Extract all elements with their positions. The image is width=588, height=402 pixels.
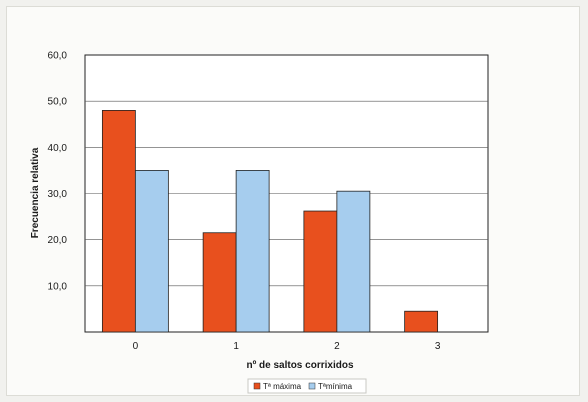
legend: Tª máxima Tªmínima (247, 378, 367, 394)
y-tick-label: 20,0 (48, 235, 68, 246)
y-tick-label: 10,0 (48, 281, 68, 292)
x-axis-ticks: 0 1 2 3 (133, 341, 441, 352)
bar (202, 232, 237, 333)
x-tick-label: 2 (334, 341, 340, 352)
bar (303, 210, 338, 333)
bar (101, 110, 136, 333)
x-tick-label: 0 (133, 341, 139, 352)
y-tick-label: 50,0 (48, 97, 68, 108)
bar (404, 310, 439, 333)
bars (101, 110, 439, 333)
bar (134, 170, 169, 333)
y-tick-label: 40,0 (48, 143, 68, 154)
y-axis-ticks: 10,0 20,0 30,0 40,0 50,0 60,0 (48, 51, 68, 293)
y-axis-title: Frecuencia relativa (30, 147, 41, 238)
legend-label-max: Tª máxima (263, 382, 302, 391)
legend-swatch-max (253, 382, 261, 390)
x-axis-title: nº de saltos corrixidos (246, 360, 353, 371)
bar (336, 190, 371, 333)
legend-label-min: Tªmínima (318, 382, 353, 391)
legend-border (247, 378, 367, 394)
legend-swatch-min (308, 382, 316, 390)
y-tick-label: 30,0 (48, 189, 68, 200)
y-tick-label: 60,0 (48, 51, 68, 62)
bar (235, 170, 270, 333)
x-tick-label: 3 (435, 341, 441, 352)
x-tick-label: 1 (233, 341, 239, 352)
